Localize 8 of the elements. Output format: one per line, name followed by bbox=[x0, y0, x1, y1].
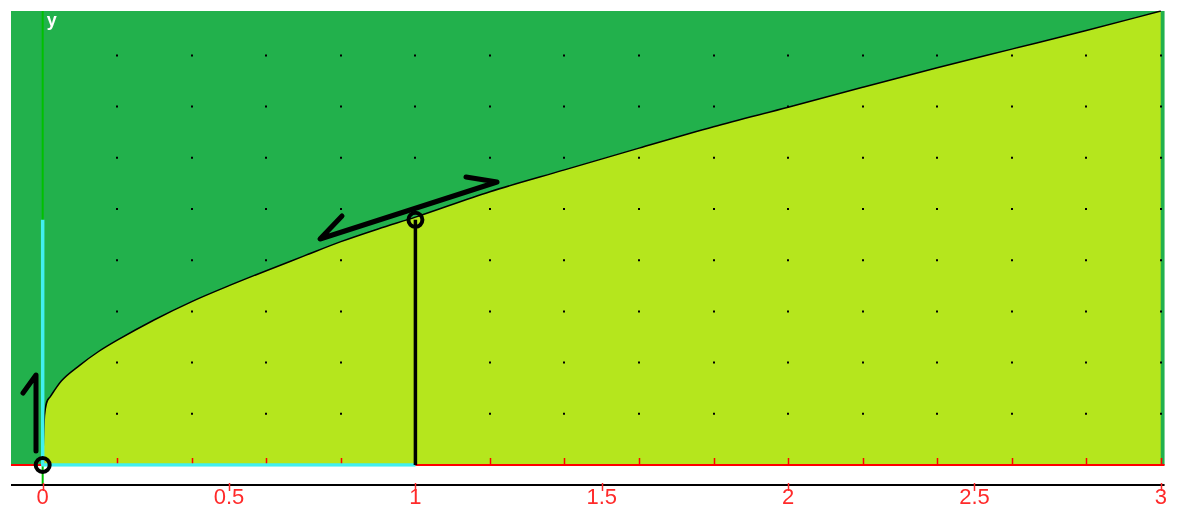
x-tick-label: 1 bbox=[409, 484, 422, 510]
x-tick-label: 3 bbox=[1154, 484, 1167, 510]
x-tick-label: 0.5 bbox=[213, 484, 245, 510]
x-tick-label: 0 bbox=[36, 484, 49, 510]
x-tick-label: 1.5 bbox=[586, 484, 618, 510]
x-tick-label: 2 bbox=[782, 484, 795, 510]
y-axis-title: y bbox=[46, 9, 57, 30]
x-tick-label: 2.5 bbox=[959, 484, 990, 510]
